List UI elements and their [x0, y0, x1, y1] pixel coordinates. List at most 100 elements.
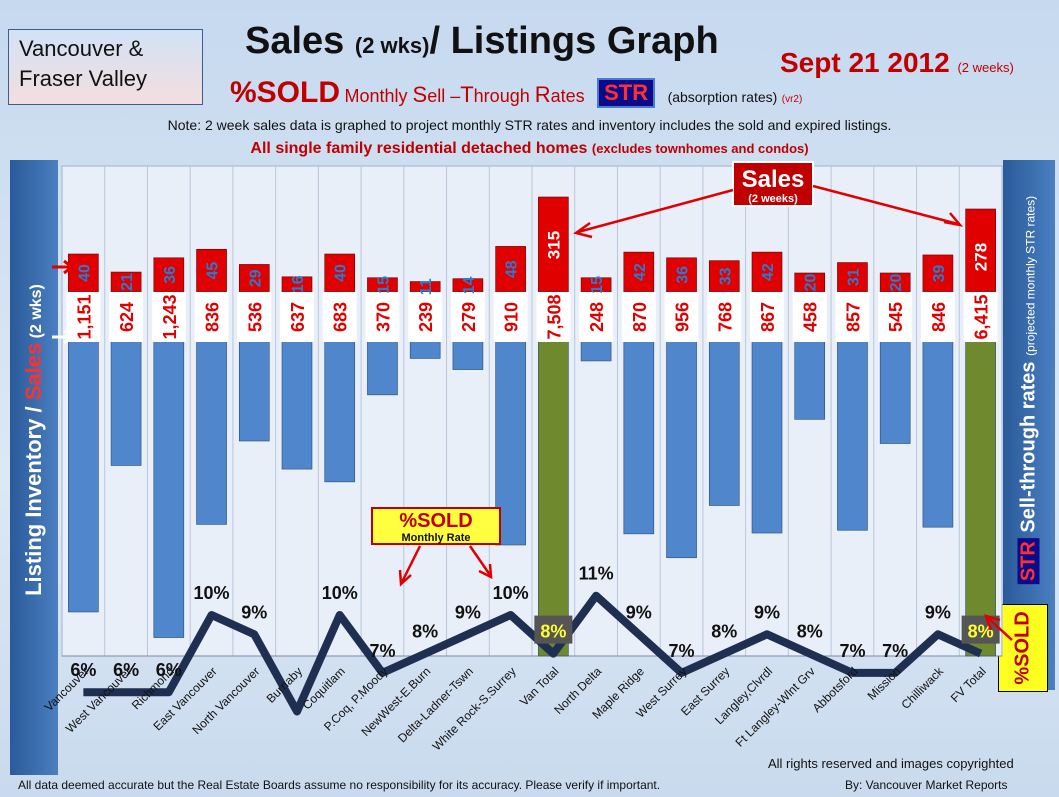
sales-value-label: 14	[461, 276, 478, 294]
listing-value-label: 857	[843, 302, 863, 332]
listing-value-label: 6,415	[972, 294, 992, 339]
percent-label: 6%	[113, 660, 139, 680]
version-note: (vr2)	[781, 94, 803, 105]
sales-bar	[324, 253, 356, 293]
sales-callout-arrow	[573, 188, 734, 239]
sales-callout-title: Sales	[742, 166, 805, 193]
sales-bar	[153, 257, 185, 293]
sales-bar	[922, 254, 954, 293]
percent-label: 7%	[669, 641, 695, 661]
listing-label-bg	[322, 292, 357, 342]
listing-label-bg	[280, 292, 314, 342]
sales-value-label: 40	[333, 264, 350, 282]
percent-label: 10%	[194, 583, 230, 603]
listing-value-label: 1,243	[160, 294, 180, 339]
percent-label: 9%	[455, 602, 481, 622]
total-percent-bg	[961, 615, 1000, 644]
percent-label: 7%	[369, 641, 395, 661]
category-label: Van Total	[517, 664, 562, 709]
listing-value-label: 1,151	[74, 294, 94, 339]
data-note: Note: 2 week sales data is graphed to pr…	[167, 117, 892, 133]
sales-bar	[538, 196, 569, 293]
listing-label-bg	[450, 292, 485, 342]
category-label: Delta-Ladner-Tswn	[395, 664, 476, 745]
scope-sub: (excludes townhomes and condos)	[591, 141, 809, 156]
subtitle-t: T	[460, 82, 474, 107]
listing-label-bg	[963, 292, 998, 342]
percent-label: 10%	[322, 583, 358, 603]
sales-bar	[751, 251, 783, 293]
sold-callout-title: %SOLD	[399, 510, 472, 532]
subtitle-r: R	[534, 82, 551, 107]
left-axis-band	[10, 160, 58, 775]
percent-label: 8%	[711, 622, 737, 642]
sales-value-label: 11	[418, 278, 435, 295]
listing-value-label: 458	[801, 302, 821, 332]
sales-value-label: 45	[205, 262, 222, 280]
sales-value-label: 15	[589, 276, 606, 294]
sales-bar	[837, 262, 868, 293]
listing-label-bg	[707, 292, 742, 342]
category-label: Abbotsford	[810, 664, 861, 715]
sold-callout-arrow	[398, 545, 422, 587]
sales-value-label: 278	[972, 243, 991, 271]
sales-value-label: 39	[931, 264, 948, 282]
str-badge: STR	[597, 78, 656, 108]
percent-label: 10%	[493, 583, 529, 603]
sales-value-label: 16	[290, 275, 307, 293]
percent-label: 7%	[839, 641, 865, 661]
listing-value-label: 910	[502, 302, 522, 332]
listing-label-bg	[878, 292, 913, 342]
listing-label-bg	[664, 292, 699, 342]
listing-label-bg	[920, 292, 955, 342]
category-label: White Rock-S.Surrey	[430, 664, 519, 753]
listing-value-label: 956	[673, 302, 693, 332]
listing-axis-arrow	[52, 329, 75, 345]
sales-callout-sub: (2 weeks)	[748, 193, 798, 205]
right-axis-band	[1003, 160, 1055, 690]
listing-value-label: 867	[758, 302, 778, 332]
sales-bar	[495, 246, 526, 293]
subtitle-monthly: Monthly	[344, 86, 413, 106]
percent-label: 9%	[754, 602, 780, 622]
sales-bar	[708, 260, 740, 293]
sales-bar	[666, 257, 697, 293]
listing-value-label: 846	[929, 302, 949, 332]
listing-label-bg	[109, 292, 144, 342]
percent-label: 9%	[241, 602, 267, 622]
listing-label-bg	[194, 292, 229, 342]
listing-label-bg	[151, 292, 186, 342]
scope-main: All single family residential detached h…	[250, 140, 588, 157]
listing-value-label: 370	[373, 302, 393, 332]
listing-label-bg	[536, 292, 571, 342]
subtitle-sold: %SOLD	[230, 76, 341, 109]
sales-callout-box	[732, 161, 814, 207]
subtitle-s: S	[412, 82, 428, 107]
total-percent-bg	[534, 615, 573, 644]
category-label: FV Total	[948, 664, 989, 705]
scope-note: All single family residential detached h…	[0, 140, 1059, 158]
sales-value-label: 36	[675, 266, 692, 284]
title-sales: Sales	[245, 20, 345, 62]
sales-value-label: 315	[544, 231, 563, 259]
category-label: Chilliwack	[898, 664, 946, 712]
percent-label: 8%	[412, 622, 438, 642]
chart-title: Sales (2 wks)/ Listings Graph	[245, 20, 719, 63]
sales-callout-arrow	[812, 184, 964, 227]
listing-label-bg	[750, 292, 784, 342]
sales-value-label: 40	[76, 264, 93, 282]
sold-badge-arrow	[984, 614, 1013, 641]
subtitle-hrough: hrough	[473, 86, 535, 106]
region-box: Vancouver & Fraser Valley	[8, 29, 203, 105]
percent-label: 6%	[156, 660, 182, 680]
str-line	[83, 591, 983, 716]
percent-label: 6%	[70, 660, 96, 680]
byline: By: Vancouver Market Reports	[845, 778, 1008, 792]
listing-label-bg	[237, 292, 272, 342]
listing-value-label: 870	[630, 302, 650, 332]
listing-label-bg	[579, 292, 614, 342]
sales-value-label: 20	[888, 274, 905, 292]
chart-subtitle: %SOLD Monthly Sell –Through Rates STR (a…	[230, 76, 802, 110]
sales-value-label: 15	[375, 276, 392, 294]
listing-value-label: 637	[288, 302, 308, 332]
